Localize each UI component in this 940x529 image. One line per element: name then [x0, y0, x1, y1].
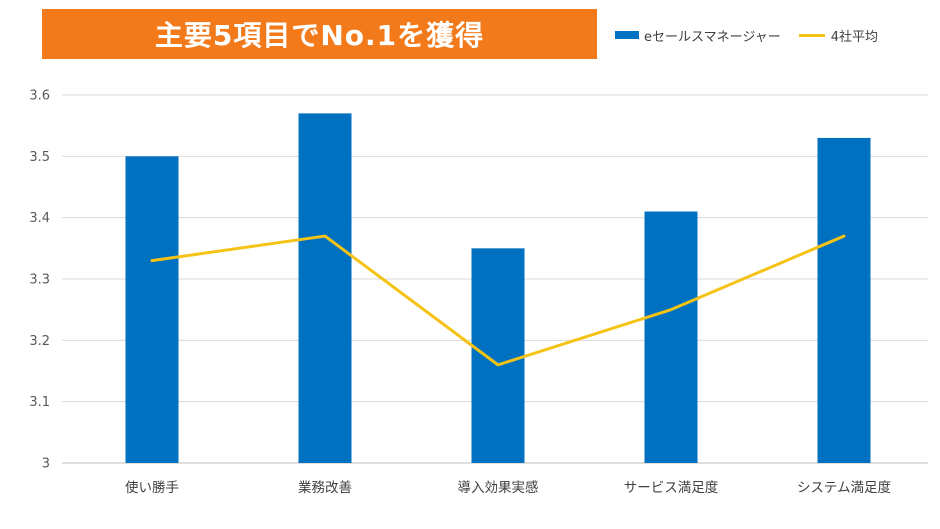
category-label: 業務改善 [298, 480, 352, 496]
y-tick-label: 3.3 [29, 273, 50, 288]
legend-swatch-line [798, 33, 825, 37]
title-banner: 主要5項目でNo.1を獲得 [42, 9, 597, 59]
category-label: 使い勝手 [125, 479, 179, 496]
legend-item-esales: eセールスマネージャー [615, 26, 781, 45]
bar-1 [125, 156, 179, 464]
legend-swatch-bar [615, 31, 639, 39]
legend-label-esales: eセールスマネージャー [644, 29, 781, 45]
y-tick-label: 3.4 [29, 211, 50, 226]
y-tick-label: 3.1 [29, 395, 50, 410]
bar-5 [817, 137, 871, 463]
bar-4 [644, 211, 698, 463]
y-tick-label: 3.6 [29, 89, 50, 104]
bar-3 [471, 248, 525, 463]
category-label: 導入効果実感 [458, 479, 539, 496]
chart-title: 主要5項目でNo.1を獲得 [154, 19, 485, 52]
y-tick-label: 3.5 [29, 150, 50, 165]
legend-item-average: 4社平均 [798, 26, 878, 45]
y-tick-label: 3 [42, 457, 50, 472]
bar-2 [298, 113, 352, 464]
chart-legend: eセールスマネージャー 4社平均 [615, 24, 896, 46]
y-tick-label: 3.2 [29, 334, 50, 349]
category-label: システム満足度 [797, 480, 891, 496]
category-label: サービス満足度 [624, 480, 719, 496]
legend-label-average: 4社平均 [830, 29, 878, 45]
